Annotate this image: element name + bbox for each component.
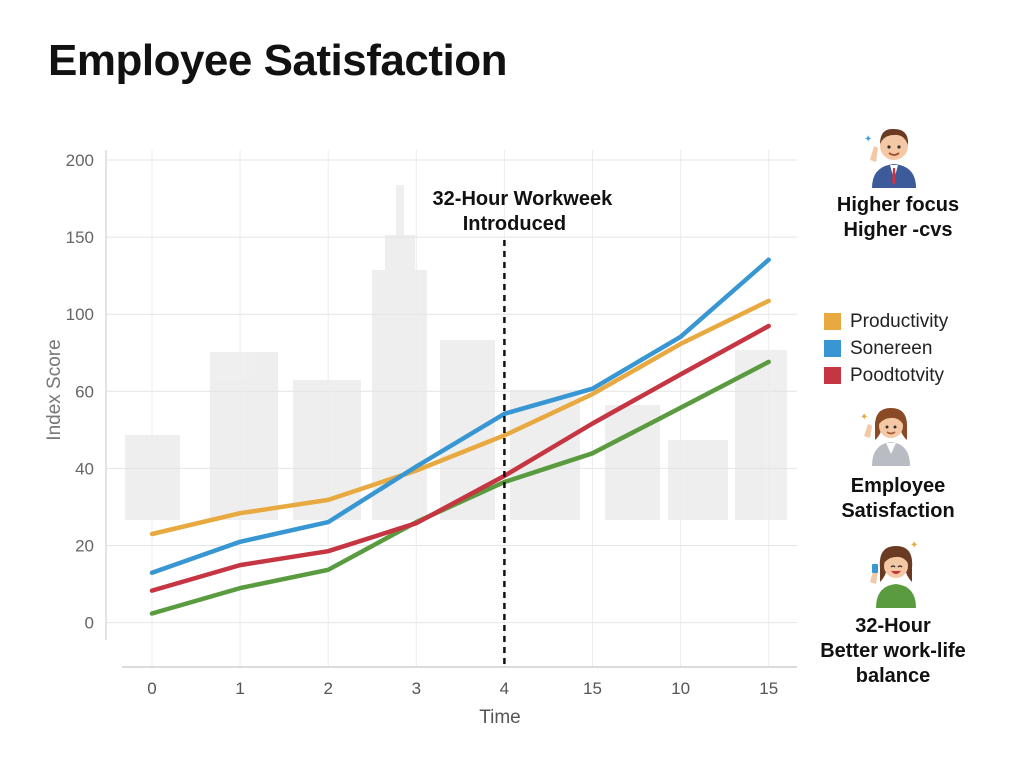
- side-note-bottom: 32-Hour Better work-life balance: [808, 614, 978, 689]
- annotation-text-line2: Introduced: [463, 213, 566, 235]
- side-note-middle: Employee Satisfaction: [818, 474, 978, 524]
- y-tick-label: 200: [66, 151, 94, 170]
- y-tick-label: 150: [66, 228, 94, 247]
- legend-item: Productivity: [824, 308, 948, 335]
- legend-swatch: [824, 340, 841, 357]
- chart-title: Employee Satisfaction: [48, 36, 507, 85]
- side-note-bottom-line1: 32-Hour: [855, 615, 931, 637]
- axes: [105, 150, 797, 668]
- y-tick-label: 60: [75, 382, 94, 401]
- side-note-top: Higher focus Higher -cvs: [818, 193, 978, 243]
- annotation: 32-Hour Workweek Introduced: [433, 188, 614, 668]
- series-line: [149, 298, 771, 537]
- svg-text:✦: ✦: [860, 412, 868, 423]
- svg-text:✦: ✦: [910, 540, 918, 551]
- x-tick-label: 4: [500, 679, 509, 698]
- y-tick-label: 0: [85, 614, 94, 633]
- relaxed-woman-icon: ✦: [866, 538, 926, 613]
- y-axis-label: Index Score: [44, 339, 65, 440]
- x-tick-label: 15: [583, 679, 602, 698]
- side-note-mid-line2: Satisfaction: [841, 500, 955, 522]
- x-tick-label: 10: [671, 679, 690, 698]
- series-line: [149, 257, 771, 575]
- legend-swatch: [824, 313, 841, 330]
- line-chart: 0 20 40 60 100 150 200 0 1 2 3 4 15 10 15 32-Hour Wor…: [44, 150, 797, 728]
- series-lines: [149, 257, 771, 616]
- x-tick-label: 1: [235, 679, 244, 698]
- y-tick-label: 20: [75, 537, 94, 556]
- side-note-top-line2: Higher -cvs: [843, 219, 953, 241]
- y-tick-label: 100: [66, 305, 94, 324]
- skyline-background: [125, 185, 787, 520]
- series-line: [149, 323, 771, 593]
- x-axis-label: Time: [479, 707, 521, 728]
- grid-lines: [106, 150, 797, 667]
- legend-item: Poodtotvity: [824, 362, 948, 389]
- side-note-top-line1: Higher focus: [836, 194, 960, 216]
- side-note-bottom-line2: Better work-life: [820, 640, 966, 662]
- side-note-bottom-line3: balance: [855, 665, 931, 687]
- x-tick-label: 2: [323, 679, 332, 698]
- x-tick-label: 0: [147, 679, 156, 698]
- svg-text:✦: ✦: [864, 134, 872, 145]
- legend-item: Sonereen: [824, 335, 948, 362]
- x-tick-label: 3: [412, 679, 421, 698]
- legend: Productivity Sonereen Poodtotvity: [824, 308, 948, 389]
- y-tick-labels: 0 20 40 60 100 150 200: [66, 151, 94, 633]
- legend-label: Sonereen: [850, 337, 933, 359]
- side-note-mid-line1: Employee: [850, 475, 946, 497]
- y-tick-label: 40: [75, 459, 94, 478]
- legend-label: Poodtotvity: [850, 364, 944, 386]
- x-tick-label: 15: [759, 679, 778, 698]
- legend-swatch: [824, 367, 841, 384]
- x-tick-labels: 0 1 2 3 4 15 10 15: [147, 679, 778, 698]
- annotation-text-line1: 32-Hour Workweek: [433, 188, 614, 210]
- woman-employee-icon: ✦: [858, 398, 924, 471]
- businessman-icon: ✦: [862, 118, 926, 193]
- legend-label: Productivity: [850, 310, 949, 332]
